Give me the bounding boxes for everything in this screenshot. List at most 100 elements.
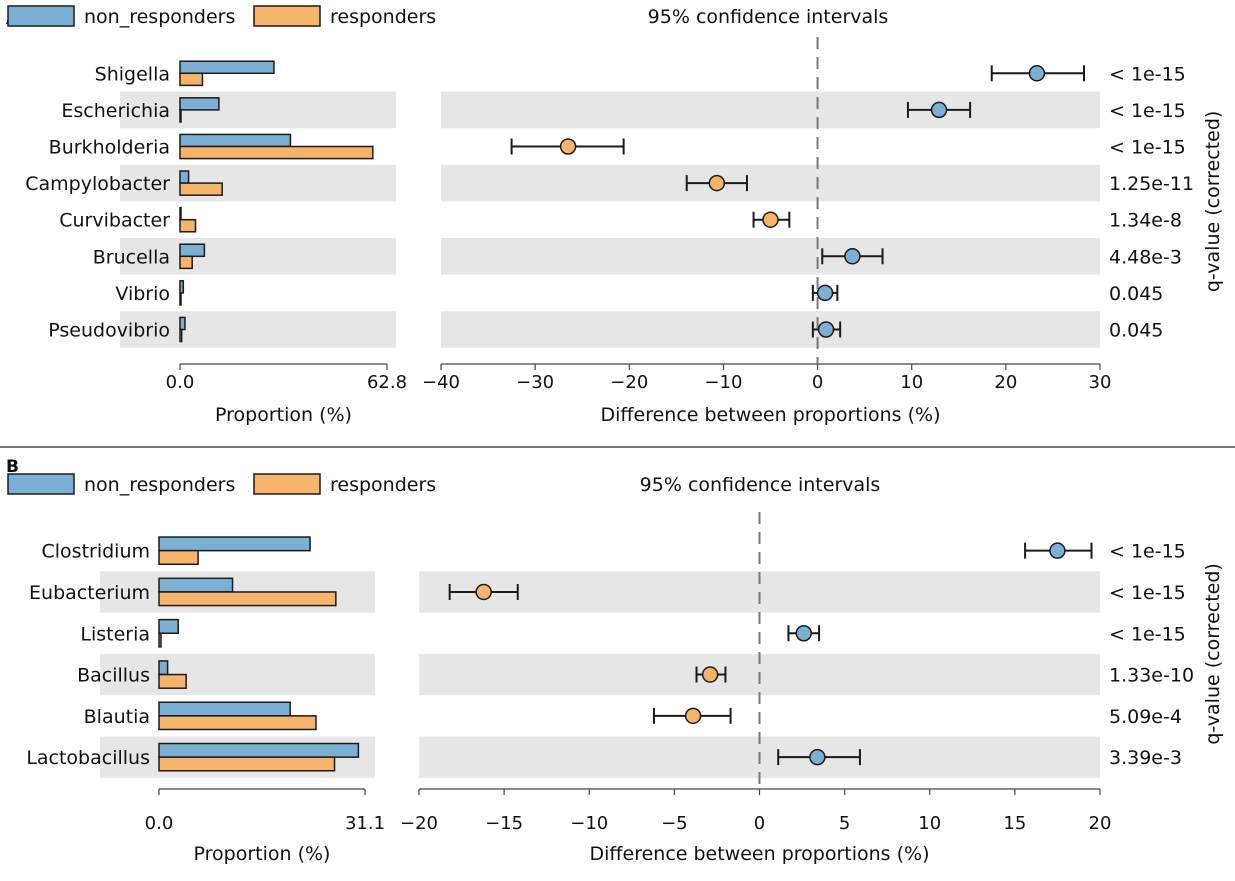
proportion-tick-label: 0.0 bbox=[145, 813, 174, 834]
bar-non-responders bbox=[179, 316, 186, 331]
bar-non-responders bbox=[179, 243, 206, 258]
legend-label-responders: responders bbox=[330, 474, 436, 496]
difference-tick-label: 5 bbox=[839, 813, 850, 834]
ci-mean-point bbox=[559, 138, 577, 155]
row-stripe-bar bbox=[120, 91, 396, 129]
difference-tick-label: −10 bbox=[570, 813, 608, 834]
ci-mean-point bbox=[1049, 542, 1066, 559]
difference-tick-label: 0 bbox=[812, 372, 823, 393]
ci-mean-point bbox=[817, 321, 835, 338]
ci-mean-point bbox=[816, 284, 834, 302]
q-value-label: 1.34e-8 bbox=[1109, 210, 1182, 232]
bar-responders bbox=[158, 632, 162, 648]
bar-responders bbox=[179, 218, 197, 233]
category-label: Burkholderia bbox=[49, 137, 170, 159]
q-value-label: 0.045 bbox=[1109, 320, 1163, 342]
difference-axis-label: Difference between proportions (%) bbox=[590, 843, 930, 865]
difference-tick-label: 20 bbox=[1089, 813, 1112, 834]
legend-swatch-responders bbox=[253, 473, 321, 495]
bar-responders bbox=[158, 591, 337, 607]
ci-mean-point bbox=[701, 666, 719, 683]
legend-label-non-responders: non_responders bbox=[84, 474, 235, 496]
category-label: Campylobacter bbox=[25, 173, 170, 195]
bar-non-responders bbox=[158, 701, 291, 717]
difference-tick-label: 20 bbox=[994, 372, 1017, 393]
row-stripe-bar bbox=[120, 238, 396, 275]
difference-tick-label: −5 bbox=[661, 813, 688, 834]
row-stripe-bar bbox=[120, 164, 396, 202]
row-stripe-difference bbox=[441, 91, 1100, 129]
difference-tick-label: 10 bbox=[918, 813, 941, 834]
category-label: Bacillus bbox=[77, 665, 150, 687]
bar-responders bbox=[179, 328, 183, 343]
bar-non-responders bbox=[179, 133, 292, 148]
ci-mean-point bbox=[708, 174, 726, 192]
category-label: Clostridium bbox=[42, 541, 151, 563]
ci-mean-point bbox=[809, 748, 826, 766]
category-label: Pseudovibrio bbox=[48, 320, 170, 342]
proportion-axis-label: Proportion (%) bbox=[215, 404, 352, 426]
category-label: Escherichia bbox=[61, 100, 170, 122]
bar-responders bbox=[158, 756, 336, 772]
row-stripe-difference bbox=[441, 164, 1100, 202]
category-label: Lactobacillus bbox=[26, 747, 150, 769]
bar-responders bbox=[179, 182, 223, 196]
bar-non-responders bbox=[179, 97, 220, 111]
q-value-label: < 1e-15 bbox=[1109, 541, 1186, 563]
q-value-label: < 1e-15 bbox=[1109, 137, 1186, 159]
q-value-label: 5.09e-4 bbox=[1109, 706, 1182, 728]
proportion-tick-label: 0.0 bbox=[166, 372, 195, 393]
q-value-axis-label: q-value (corrected) bbox=[1202, 111, 1224, 292]
ci-mean-point bbox=[762, 211, 779, 228]
difference-axis-label: Difference between proportions (%) bbox=[601, 404, 941, 426]
q-value-label: 1.25e-11 bbox=[1109, 173, 1194, 195]
ci-title: 95% confidence intervals bbox=[640, 474, 881, 496]
legend-swatch-non-responders bbox=[7, 5, 75, 27]
bar-responders bbox=[179, 109, 182, 123]
bar-non-responders bbox=[158, 742, 360, 758]
q-value-label: < 1e-15 bbox=[1109, 623, 1186, 645]
difference-tick-label: −15 bbox=[485, 813, 523, 834]
q-value-label: 3.39e-3 bbox=[1109, 747, 1182, 769]
difference-tick-label: 0 bbox=[754, 813, 765, 834]
category-label: Listeria bbox=[80, 623, 150, 645]
ci-mean-point bbox=[1028, 65, 1046, 82]
proportion-tick-label: 62.8 bbox=[367, 372, 407, 393]
legend-label-non-responders: non_responders bbox=[84, 6, 235, 28]
difference-tick-label: −30 bbox=[516, 372, 554, 393]
row-stripe-bar bbox=[100, 653, 375, 696]
q-value-axis-label: q-value (corrected) bbox=[1202, 563, 1224, 744]
bar-non-responders bbox=[179, 280, 185, 294]
bar-non-responders bbox=[158, 536, 311, 552]
bar-non-responders bbox=[158, 577, 234, 593]
bar-non-responders bbox=[179, 206, 182, 221]
category-label: Eubacterium bbox=[29, 582, 150, 604]
proportion-tick-label: 31.1 bbox=[345, 813, 385, 834]
ci-mean-point bbox=[795, 625, 813, 642]
bar-non-responders bbox=[158, 660, 169, 676]
row-stripe-bar bbox=[120, 311, 396, 348]
bar-non-responders bbox=[179, 60, 275, 75]
bar-non-responders bbox=[158, 618, 179, 634]
category-label: Shigella bbox=[95, 63, 170, 85]
q-value-label: 1.33e-10 bbox=[1109, 665, 1194, 687]
bar-responders bbox=[179, 72, 204, 87]
difference-tick-label: −20 bbox=[610, 372, 648, 393]
ci-mean-point bbox=[930, 101, 948, 119]
bar-responders bbox=[158, 549, 199, 566]
difference-tick-label: 15 bbox=[1003, 813, 1026, 834]
q-value-label: 4.48e-3 bbox=[1109, 246, 1182, 268]
q-value-label: < 1e-15 bbox=[1109, 582, 1186, 604]
legend-label-responders: responders bbox=[330, 6, 436, 28]
bar-responders bbox=[158, 673, 187, 689]
ci-mean-point bbox=[684, 707, 702, 725]
q-value-label: 0.045 bbox=[1109, 283, 1163, 305]
difference-tick-label: −40 bbox=[422, 372, 460, 393]
ci-mean-point bbox=[844, 248, 861, 265]
legend-swatch-non-responders bbox=[7, 473, 75, 495]
row-stripe-difference bbox=[441, 238, 1100, 275]
difference-tick-label: 30 bbox=[1089, 372, 1112, 393]
panel-label: B bbox=[6, 457, 19, 477]
difference-tick-label: −10 bbox=[704, 372, 742, 393]
